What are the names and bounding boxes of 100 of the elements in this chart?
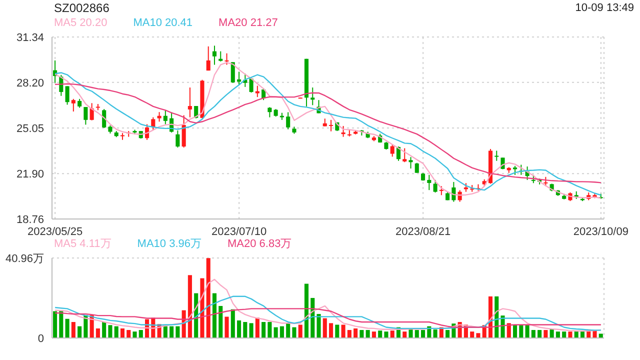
bar [280,326,284,338]
y-tick-label: 18.76 [16,214,44,226]
text: MA10 20.41 [133,16,193,31]
bar [384,332,388,338]
x-tick-label: 2023/08/21 [396,226,451,238]
bar [249,323,254,338]
candlestick [329,119,334,132]
bar [78,326,82,338]
candlestick [341,125,346,138]
candlestick [84,106,88,126]
candlestick [182,114,186,148]
bar [592,330,597,338]
bar [531,330,536,338]
bar [126,330,131,338]
candlestick [255,85,260,98]
candlestick [163,110,168,125]
candlestick [427,174,432,191]
bar [206,258,210,338]
bar [218,306,223,338]
bar [262,322,266,338]
line-series [54,308,602,328]
candlestick [494,150,499,162]
bar [347,330,352,338]
bar [421,330,426,338]
bar [71,322,76,338]
bar [335,324,340,338]
candlestick [206,46,210,72]
line-series [54,296,602,331]
bar [470,332,474,338]
bar [341,324,346,338]
bar [237,320,242,338]
candlestick [71,98,76,112]
bar [224,316,229,338]
candlestick [402,148,407,163]
bar [390,330,394,338]
bar [96,328,100,338]
bar [402,332,407,338]
bar [120,328,125,338]
bar [59,310,64,338]
candlestick [218,50,223,62]
candlestick [157,112,162,122]
bar [354,328,358,338]
bar [255,318,260,338]
text: MA10 3.96万 [137,237,202,252]
candlestick [102,108,106,128]
bar [286,324,290,338]
bar [212,293,217,338]
text: MA5 20.20 [54,16,108,31]
candlestick [90,102,94,121]
bar [188,275,192,338]
text: MA20 21.27 [218,16,278,31]
x-tick-label: 2023/05/25 [28,226,83,238]
bar [132,332,137,338]
text: 10-09 13:49 [575,1,634,16]
bar [304,284,309,338]
candlestick [408,156,413,170]
bar [102,322,106,338]
candlestick [286,112,290,130]
bar [329,323,334,338]
candlestick [390,144,394,158]
bar [574,332,578,338]
bar [568,332,572,338]
bar [519,325,524,338]
bar [292,327,296,338]
bar [372,332,376,338]
chart-title: SZ002866 [54,0,110,16]
bar [408,328,413,338]
bar [65,318,70,338]
bar [114,326,118,338]
bar [580,332,585,338]
bar [108,325,112,338]
candlestick [224,52,229,66]
bar [366,330,370,338]
bar [446,330,450,338]
bar [550,329,554,338]
bar [170,326,174,338]
candlestick [544,176,548,187]
candlestick [176,130,180,148]
x-tick-label: 2023/07/10 [212,226,267,238]
x-tick-label: 2023/10/09 [573,226,628,238]
bar [513,325,518,338]
candlestick [268,106,272,118]
candlestick [414,162,419,174]
candlestick [212,45,217,66]
y-tick-label: 40.96万 [5,252,44,265]
candlestick [310,86,315,106]
bar [378,330,382,338]
bar [322,318,327,338]
candlestick [65,86,70,106]
y-tick-label: 28.20 [16,77,44,90]
bar [316,314,321,338]
y-tick-label: 25.05 [16,122,44,135]
bar [138,330,143,338]
candlestick [188,86,192,118]
candlestick [151,116,156,131]
text: MA5 4.11万 [54,237,112,252]
y-tick-label: 21.90 [16,168,44,180]
bar [525,325,530,338]
bar [433,329,438,338]
bar [544,330,548,338]
